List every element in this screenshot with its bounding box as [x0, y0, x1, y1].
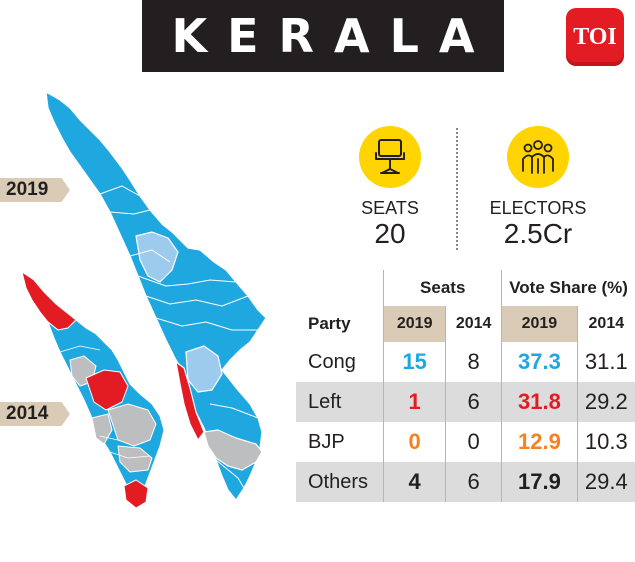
region-left — [175, 361, 205, 441]
vote-2019-cell: 17.9 — [501, 462, 578, 502]
region-cong-light-2 — [185, 345, 223, 393]
electors-label: ELECTORS — [489, 198, 587, 218]
party-header: Party — [296, 306, 384, 342]
vote-2014-cell: 29.2 — [576, 382, 635, 422]
party-name: Cong — [296, 342, 384, 382]
vote-2014-header: 2014 — [576, 306, 635, 342]
vote-2014-cell: 31.1 — [576, 342, 635, 382]
stats-divider — [456, 128, 458, 250]
party-name: Left — [296, 382, 384, 422]
map-2019 — [45, 91, 267, 501]
vote-2014-cell: 10.3 — [576, 422, 635, 462]
electors-value: 2.5Cr — [503, 218, 573, 249]
table-row: Others 4 6 17.9 29.4 — [296, 462, 635, 502]
region-left-south — [123, 479, 149, 509]
results-table: Seats Vote Share (%) Party 2019 2014 201… — [296, 270, 635, 502]
vote-2019-cell: 37.3 — [501, 342, 578, 382]
map-2014 — [21, 271, 165, 509]
vote-2014-cell: 29.4 — [576, 462, 635, 502]
chair-icon — [359, 126, 421, 188]
people-icon — [507, 126, 569, 188]
vote-2019-cell: 12.9 — [501, 422, 578, 462]
table-row: Left 1 6 31.8 29.2 — [296, 382, 635, 422]
year-tag-2019: 2019 — [0, 178, 70, 202]
seats-2019-cell: 0 — [383, 422, 446, 462]
seats-2019-header: 2019 — [383, 306, 446, 342]
seats-label: SEATS — [361, 198, 419, 218]
electors-stat: ELECTORS 2.5Cr — [488, 126, 588, 249]
region-grey-2014-3 — [91, 413, 113, 445]
seats-2014-header: 2014 — [445, 306, 502, 342]
seats-2014-cell: 6 — [445, 382, 502, 422]
table-row: Cong 15 8 37.3 31.1 — [296, 342, 635, 382]
vote-2019-header: 2019 — [501, 306, 578, 342]
region-grey-2014-4 — [117, 445, 153, 473]
seats-value: 20 — [374, 218, 406, 249]
region-grey-2014-2 — [107, 403, 157, 447]
seats-2014-cell: 0 — [445, 422, 502, 462]
region-left-mid — [85, 369, 129, 411]
kerala-maps — [21, 91, 267, 509]
seats-2014-cell: 6 — [445, 462, 502, 502]
seats-group-header: Seats — [383, 270, 502, 306]
vote-share-group-header: Vote Share (%) — [501, 270, 635, 306]
region-cong-light-1 — [135, 231, 179, 283]
seats-2019-cell: 1 — [383, 382, 446, 422]
vote-2019-cell: 31.8 — [501, 382, 578, 422]
region-left-north — [21, 271, 77, 331]
seats-stat: SEATS 20 — [352, 126, 428, 249]
page-title: KERALA — [142, 0, 504, 72]
region-grey-2019 — [203, 429, 263, 471]
seats-2019-cell: 15 — [383, 342, 446, 382]
year-tag-2014: 2014 — [0, 402, 70, 426]
seats-2019-cell: 4 — [383, 462, 446, 502]
toi-logo: TOI — [566, 8, 624, 66]
seats-2014-cell: 8 — [445, 342, 502, 382]
party-name: Others — [296, 462, 384, 502]
table-row: BJP 0 0 12.9 10.3 — [296, 422, 635, 462]
party-name: BJP — [296, 422, 384, 462]
